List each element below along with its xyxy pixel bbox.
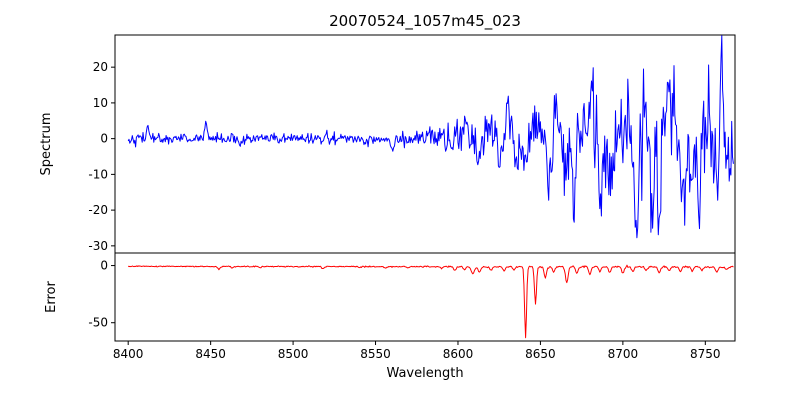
x-tick-label: 8700 [608, 347, 639, 361]
error-axes-box [114, 252, 736, 342]
x-tick-label: 8500 [278, 347, 309, 361]
plot-title: 20070524_1057m45_023 [329, 12, 521, 31]
error-y-tick-label: -50 [88, 316, 108, 330]
error-line [127, 264, 734, 339]
error-y-axis-label: Error [44, 281, 59, 313]
x-tick-label: 8550 [360, 347, 391, 361]
x-tick-label: 8650 [525, 347, 556, 361]
x-tick-label: 8750 [690, 347, 721, 361]
data-layer [127, 35, 734, 339]
spectrum-y-tick-label: -10 [88, 167, 108, 181]
x-tick-label: 8600 [443, 347, 474, 361]
spectrum-y-tick-label: 10 [93, 96, 108, 110]
spectrum-y-tick-label: -20 [88, 203, 108, 217]
x-axis-label: Wavelength [386, 366, 463, 381]
spectrum-line [127, 35, 734, 239]
spectrum-y-tick-label: -30 [88, 239, 108, 253]
axes-layer [114, 34, 736, 342]
x-tick-label: 8400 [113, 347, 144, 361]
error-y-tick-label: 0 [100, 259, 108, 273]
spectrum-y-tick-label: 0 [100, 132, 108, 146]
x-tick-label: 8450 [195, 347, 226, 361]
spectrum-y-axis-label: Spectrum [39, 113, 54, 176]
tick-layer: 8400 8450 8500 8550 8600 8650 8700 8750 -30 -20 -1… [88, 60, 720, 361]
spectrum-y-tick-label: 20 [93, 60, 108, 74]
